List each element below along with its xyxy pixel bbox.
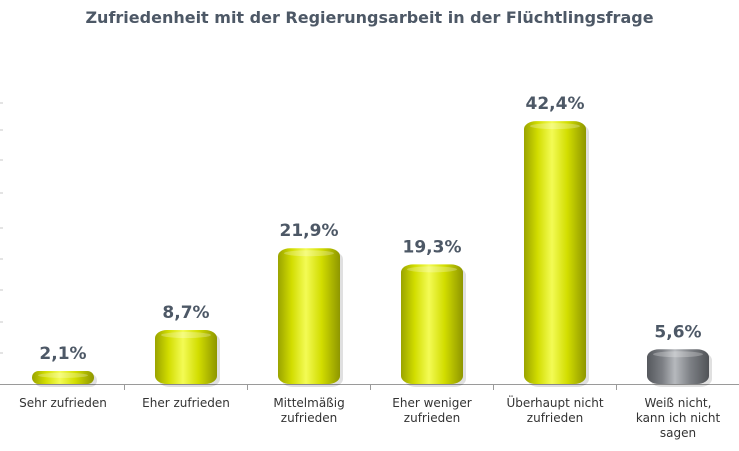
bar xyxy=(647,349,709,384)
bar xyxy=(155,330,217,384)
bar-highlight xyxy=(530,123,580,130)
data-label: 5,6% xyxy=(654,322,701,342)
x-tick-label: Eher zufrieden xyxy=(142,396,230,410)
x-tick-label: Eher weniger zufrieden xyxy=(392,396,471,425)
bar xyxy=(32,370,94,384)
bar-highlight xyxy=(284,250,334,257)
bar-highlight xyxy=(38,372,88,378)
x-tick-label: Weiß nicht, kann ich nicht sagen xyxy=(636,396,721,440)
bar xyxy=(278,248,340,384)
bar xyxy=(401,264,463,384)
bar-highlight xyxy=(653,351,703,358)
x-tick-label: Sehr zufrieden xyxy=(19,396,107,410)
labels-layer: 2,1% Sehr zufrieden 8,7% Eher zufrieden 21,9… xyxy=(19,94,720,440)
data-label: 21,9% xyxy=(280,221,339,241)
axis-layer xyxy=(0,102,739,390)
data-label: 2,1% xyxy=(39,344,86,364)
bar-highlight xyxy=(407,266,457,273)
chart-title: Zufriedenheit mit der Regierungsarbeit i… xyxy=(85,8,654,27)
bars-layer xyxy=(32,121,712,388)
bar xyxy=(524,121,586,385)
bar-highlight xyxy=(161,332,211,339)
data-label: 42,4% xyxy=(526,94,585,114)
data-label: 8,7% xyxy=(162,303,209,323)
x-tick-label: Überhaupt nicht zufrieden xyxy=(506,394,603,425)
data-label: 19,3% xyxy=(403,237,462,257)
x-tick-label: Mittelmäßig zufrieden xyxy=(273,396,344,425)
